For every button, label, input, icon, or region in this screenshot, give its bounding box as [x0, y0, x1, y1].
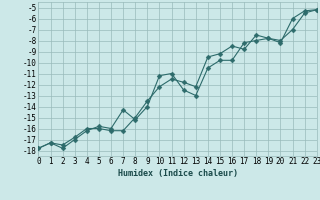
- X-axis label: Humidex (Indice chaleur): Humidex (Indice chaleur): [118, 169, 238, 178]
